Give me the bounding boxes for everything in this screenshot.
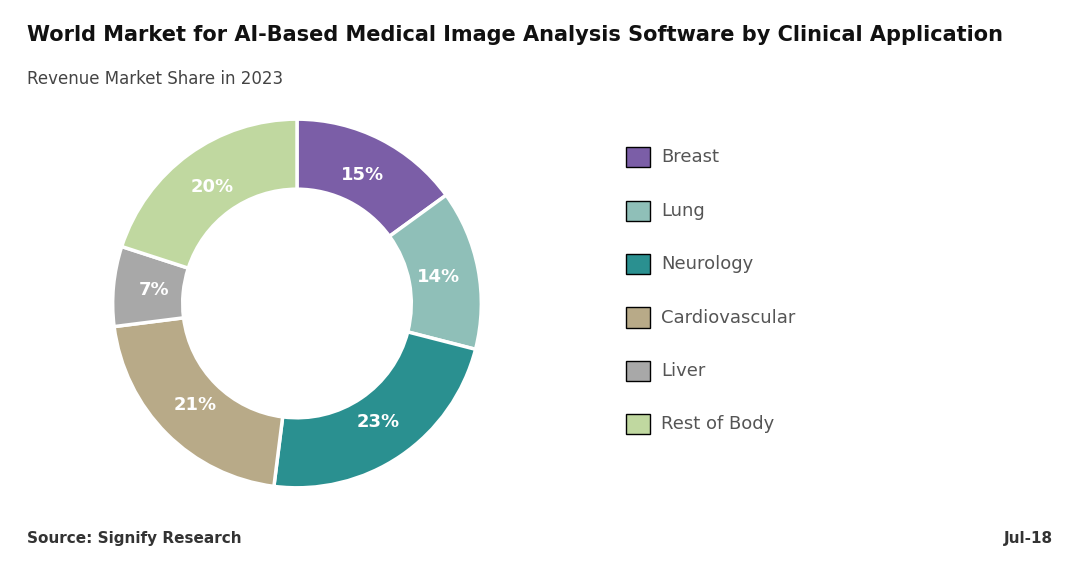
Wedge shape xyxy=(112,247,188,327)
Text: Lung: Lung xyxy=(661,202,705,220)
Text: Breast: Breast xyxy=(661,148,719,166)
Text: Revenue Market Share in 2023: Revenue Market Share in 2023 xyxy=(27,70,283,88)
Text: 14%: 14% xyxy=(417,268,460,285)
Text: World Market for AI-Based Medical Image Analysis Software by Clinical Applicatio: World Market for AI-Based Medical Image … xyxy=(27,25,1003,46)
Text: Cardiovascular: Cardiovascular xyxy=(661,309,795,327)
Text: 23%: 23% xyxy=(356,414,400,432)
Text: 7%: 7% xyxy=(138,281,170,299)
Text: Source: Signify Research: Source: Signify Research xyxy=(27,531,242,546)
Wedge shape xyxy=(114,318,283,486)
Text: 21%: 21% xyxy=(174,396,217,414)
Wedge shape xyxy=(274,332,475,488)
Text: Jul-18: Jul-18 xyxy=(1004,531,1053,546)
Wedge shape xyxy=(297,119,446,236)
Text: Neurology: Neurology xyxy=(661,255,753,273)
Text: Rest of Body: Rest of Body xyxy=(661,415,774,433)
Wedge shape xyxy=(122,119,297,268)
Text: Liver: Liver xyxy=(661,362,705,380)
Wedge shape xyxy=(390,195,482,350)
Text: 20%: 20% xyxy=(191,178,234,196)
Text: 15%: 15% xyxy=(340,166,383,184)
